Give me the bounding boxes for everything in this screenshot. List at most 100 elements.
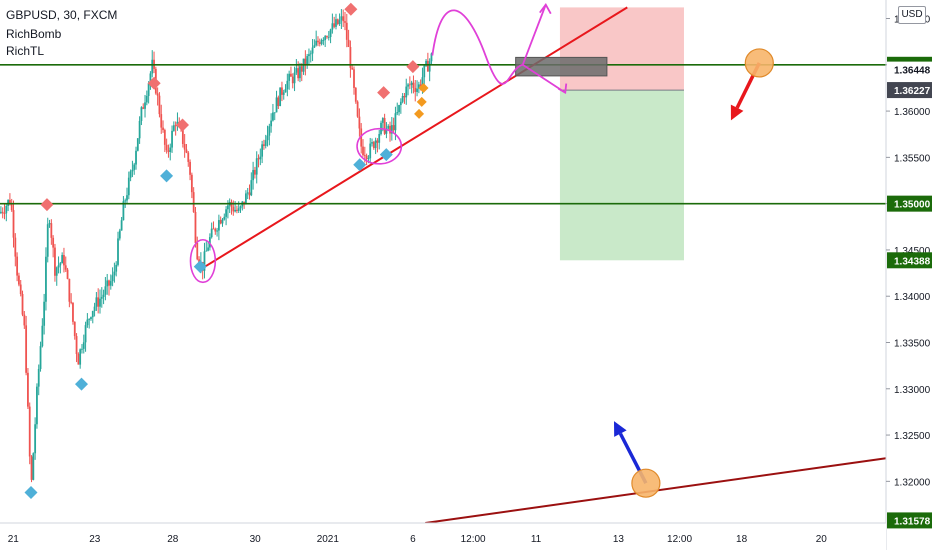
candle-body xyxy=(412,82,415,88)
candle-body xyxy=(261,144,264,157)
candle-body xyxy=(333,23,336,27)
candle-body xyxy=(115,264,118,272)
candle xyxy=(63,247,65,273)
candle xyxy=(153,51,155,74)
candle-body xyxy=(372,142,375,149)
time-axis[interactable]: 21 23 28 30 2021 6 12:00 11 13 12:00 18 20 xyxy=(0,522,886,550)
candle xyxy=(37,364,40,396)
candle-body xyxy=(387,125,390,129)
candle xyxy=(376,138,379,153)
candle xyxy=(18,272,20,287)
warning-signal-diamond xyxy=(414,108,425,119)
indicator-richtl[interactable]: RichTL xyxy=(6,44,45,58)
candle xyxy=(181,128,184,148)
candle-body xyxy=(383,118,386,134)
candle-body xyxy=(345,22,348,40)
buy-signal-diamond xyxy=(353,158,367,172)
candle-body xyxy=(263,144,265,146)
candle xyxy=(190,172,193,199)
candle xyxy=(214,227,217,235)
candle xyxy=(219,216,222,225)
candle-body xyxy=(313,45,316,48)
candle xyxy=(291,73,294,89)
currency-button[interactable]: USD xyxy=(898,6,926,24)
price-tick-label: 1.36000 xyxy=(894,107,931,118)
price-tag: 1.31578 xyxy=(887,512,932,529)
candle xyxy=(347,29,350,48)
candle xyxy=(118,228,121,241)
candle-body xyxy=(306,56,309,66)
candle-body xyxy=(320,40,323,44)
candle xyxy=(261,140,264,164)
candle-body xyxy=(16,256,19,276)
candle xyxy=(362,139,364,157)
candle-body xyxy=(163,130,166,145)
time-tick-label: 30 xyxy=(250,534,262,545)
candle-body xyxy=(34,424,37,454)
candle xyxy=(252,161,255,190)
candle-body xyxy=(45,256,47,302)
candle-body xyxy=(349,46,352,68)
candle xyxy=(308,48,310,65)
candle xyxy=(217,214,220,241)
candle xyxy=(293,66,296,92)
price-tag-background xyxy=(887,252,932,269)
candle-body xyxy=(219,220,222,224)
price-axis[interactable]: 1.370001.365001.360001.355001.350001.345… xyxy=(885,0,932,550)
candle xyxy=(36,383,38,429)
candle-body xyxy=(248,192,251,196)
candle-body xyxy=(54,247,56,276)
candle-body xyxy=(360,128,363,147)
candle xyxy=(302,58,305,75)
candle xyxy=(322,37,325,46)
candle xyxy=(102,289,105,305)
candle-body xyxy=(104,286,107,295)
candle xyxy=(270,113,273,133)
candle-body xyxy=(14,237,17,257)
candle-body xyxy=(145,96,148,103)
candle-body xyxy=(129,171,132,178)
candle xyxy=(279,87,282,107)
candle xyxy=(282,89,285,100)
candle-body xyxy=(304,58,307,66)
candle xyxy=(176,112,179,131)
candle-body xyxy=(369,143,372,159)
candle-body xyxy=(50,223,53,238)
candle-body xyxy=(70,301,73,303)
candle xyxy=(414,79,417,102)
candle xyxy=(66,267,69,280)
price-tag-label: 1.34388 xyxy=(894,256,931,267)
candle xyxy=(313,39,316,48)
candle-body xyxy=(336,19,339,24)
price-tag-label: 1.36448 xyxy=(894,66,931,77)
candle xyxy=(230,199,233,215)
indicator-richbomb[interactable]: RichBomb xyxy=(6,27,62,41)
candle xyxy=(122,196,125,221)
candle-body xyxy=(266,135,269,141)
sell-signal-diamond xyxy=(344,2,358,16)
candle xyxy=(104,277,107,301)
candle-body xyxy=(1,211,4,214)
candle-body xyxy=(37,368,40,387)
candle xyxy=(353,66,355,95)
candle-body xyxy=(246,192,249,194)
candle xyxy=(264,134,267,149)
candle xyxy=(99,289,101,314)
candle xyxy=(113,262,116,283)
candle xyxy=(93,302,96,317)
candle-body xyxy=(23,314,26,326)
position-zones xyxy=(559,7,684,261)
candlesticks xyxy=(0,9,433,483)
candle xyxy=(79,348,82,369)
candle xyxy=(284,84,287,93)
candle xyxy=(39,341,42,372)
candle xyxy=(259,148,262,166)
annotations xyxy=(24,2,774,499)
candle xyxy=(277,95,280,110)
candle-body xyxy=(187,152,190,162)
candle-body xyxy=(297,68,300,79)
candle-body xyxy=(185,149,188,153)
candle-body xyxy=(421,77,424,87)
candle xyxy=(275,90,278,113)
